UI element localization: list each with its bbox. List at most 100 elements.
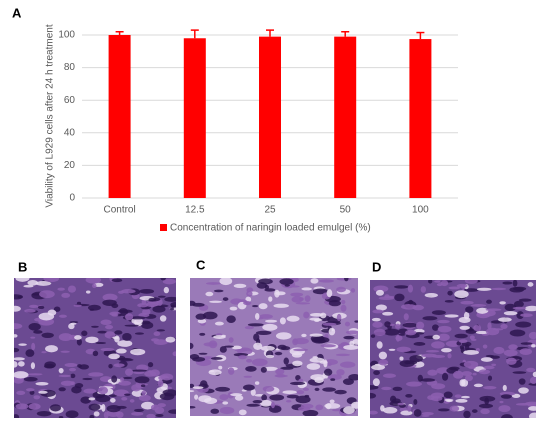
tissue-cell [230, 393, 243, 397]
tissue-cell [343, 406, 355, 415]
tissue-cell [134, 408, 144, 412]
tissue-cell [483, 385, 497, 390]
tissue-cell [192, 386, 204, 390]
tissue-cell [493, 346, 505, 355]
tissue-cell [118, 308, 129, 317]
tissue-cell [18, 343, 27, 346]
tissue-cell [344, 321, 351, 327]
tissue-cell [159, 315, 167, 322]
tissue-cell [475, 330, 489, 335]
tissue-cell [503, 349, 518, 357]
tissue-cell [322, 322, 337, 326]
y-tick-label: 20 [64, 160, 76, 171]
tissue-cell [465, 306, 474, 313]
tissue-cell [487, 375, 493, 381]
tissue-cell [29, 390, 35, 395]
tissue-cell [339, 361, 356, 368]
tissue-cell [80, 396, 92, 404]
tissue-cell [485, 327, 500, 336]
tissue-cell [190, 342, 194, 349]
tissue-cell [71, 386, 82, 394]
tissue-cell [76, 338, 82, 346]
tissue-cell [413, 398, 418, 405]
tissue-cell [106, 404, 121, 413]
tissue-cell [45, 345, 58, 353]
tissue-cell [298, 378, 303, 382]
tissue-cell [464, 375, 473, 382]
tissue-cell [124, 324, 139, 327]
tissue-cell [421, 414, 430, 417]
tissue-cell [82, 377, 93, 381]
tissue-cell [35, 381, 49, 386]
tissue-cell [14, 357, 25, 361]
tissue-cell [334, 389, 347, 395]
tissue-cell [253, 333, 260, 342]
tissue-cell [250, 388, 256, 396]
tissue-cell [373, 370, 380, 376]
tissue-cell [129, 399, 135, 403]
tissue-cell [110, 398, 116, 403]
tissue-cell [89, 414, 95, 418]
tissue-cell [144, 370, 157, 377]
tissue-cell [499, 400, 504, 404]
tissue-cell [416, 321, 425, 330]
tissue-cell [219, 394, 229, 401]
tissue-cell [25, 349, 35, 357]
tissue-cell [490, 355, 500, 359]
tissue-cell [97, 330, 108, 334]
tissue-cell [53, 306, 61, 312]
tissue-cell [33, 395, 41, 400]
tissue-cell [139, 288, 155, 294]
tissue-cell [243, 384, 255, 391]
tissue-cell [486, 299, 492, 304]
tissue-cell [373, 328, 386, 336]
tissue-cell [229, 306, 238, 311]
y-axis-label: Viability of L929 cells after 24 h treat… [45, 24, 56, 207]
tissue-cell [444, 314, 459, 318]
tissue-cell [23, 284, 34, 288]
tissue-cell [529, 376, 536, 385]
tissue-cell [122, 376, 133, 380]
tissue-cell [265, 354, 275, 359]
tissue-cell [378, 359, 389, 366]
tissue-cell [520, 313, 533, 318]
tissue-cell [194, 394, 199, 400]
tissue-cell [341, 299, 346, 305]
tissue-cell [370, 410, 378, 415]
tissue-cell [497, 317, 512, 322]
tissue-cell [159, 392, 175, 401]
tissue-cell [461, 371, 473, 377]
tissue-cell [384, 321, 391, 328]
tissue-cell [61, 292, 71, 298]
tissue-cell [502, 281, 513, 285]
x-tick-label: Control [103, 205, 135, 216]
tissue-cell [373, 285, 389, 293]
tissue-cell [284, 284, 291, 287]
tissue-cell [319, 312, 327, 319]
tissue-cell [508, 344, 518, 350]
tissue-cell [69, 367, 77, 372]
tissue-cell [108, 363, 113, 369]
tissue-cell [318, 279, 334, 283]
tissue-cell [114, 330, 123, 335]
tissue-cell [313, 318, 323, 322]
tissue-cell [14, 371, 29, 379]
tissue-cell [420, 378, 436, 382]
tissue-cell [111, 375, 118, 383]
tissue-cell [83, 388, 97, 394]
tissue-cell [101, 403, 106, 412]
tissue-cell [303, 311, 310, 319]
tissue-cell [157, 379, 164, 387]
tissue-cell [199, 332, 206, 336]
tissue-cell [487, 322, 492, 330]
tissue-cell [506, 357, 517, 365]
tissue-cell [148, 297, 157, 302]
tissue-cell [518, 298, 532, 302]
tissue-cell [264, 319, 278, 323]
tissue-cell [160, 278, 166, 281]
tissue-cell [108, 394, 118, 398]
tissue-cell [463, 410, 471, 418]
tissue-cell [443, 391, 453, 399]
tissue-cell [102, 293, 118, 301]
tissue-cell [260, 399, 272, 407]
